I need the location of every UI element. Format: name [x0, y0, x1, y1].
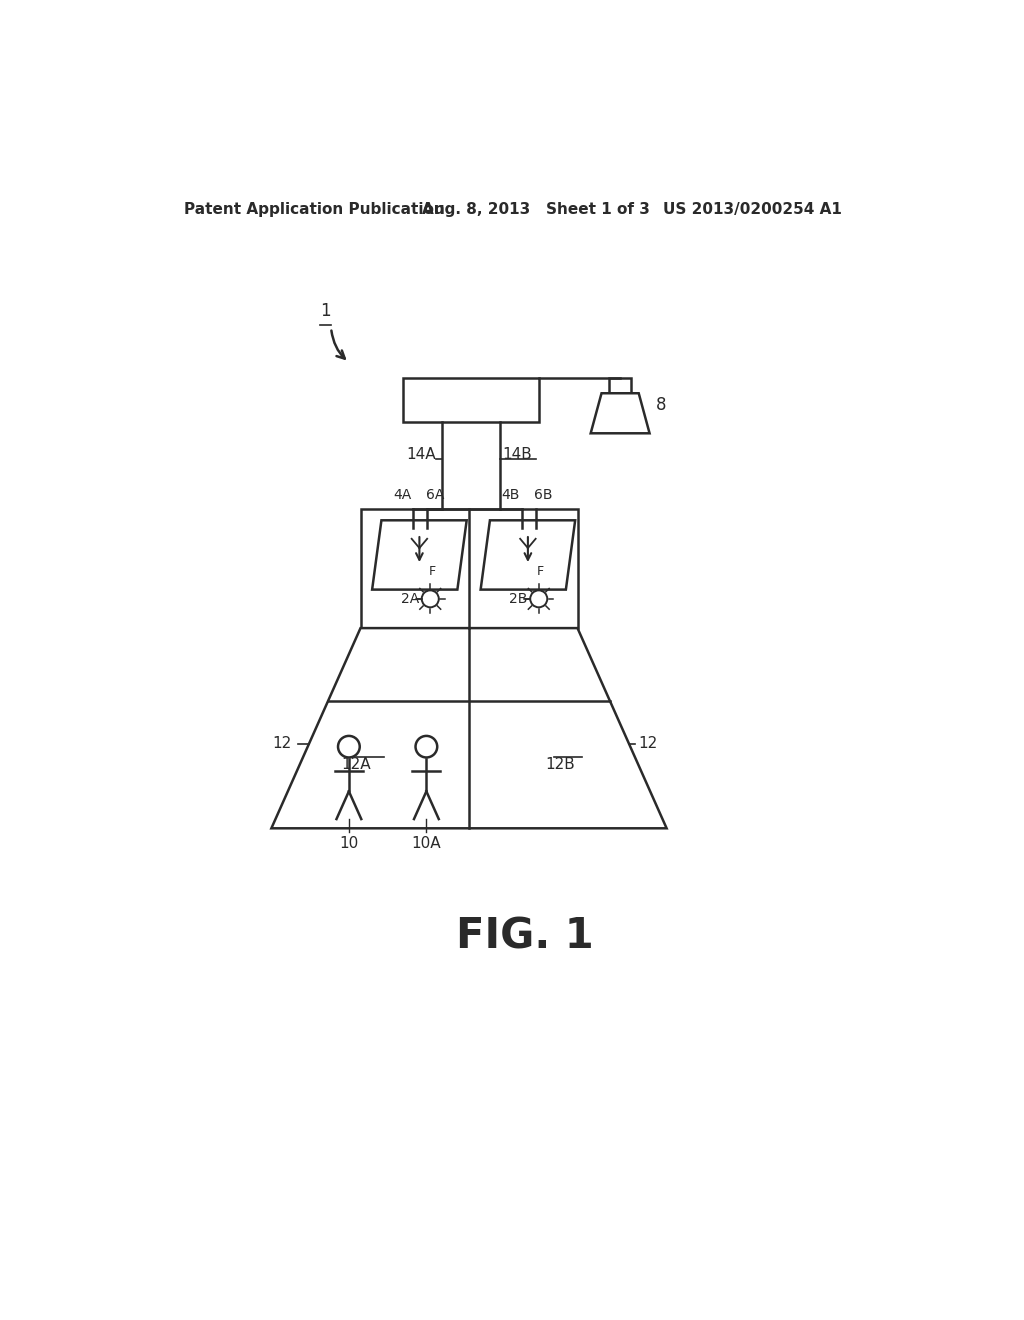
Text: FIG. 1: FIG. 1	[456, 915, 594, 957]
Text: 12: 12	[638, 737, 657, 751]
Text: 8: 8	[655, 396, 667, 413]
Bar	[360, 508, 578, 628]
Text: 12A: 12A	[341, 758, 371, 772]
Text: 4B: 4B	[502, 488, 520, 502]
Polygon shape	[372, 520, 467, 590]
Text: 10: 10	[339, 836, 358, 851]
Text: 2A: 2A	[400, 591, 419, 606]
Text: Patent Application Publication: Patent Application Publication	[183, 202, 444, 218]
Bar	[403, 378, 539, 422]
Text: 4A: 4A	[393, 488, 412, 502]
Text: 1: 1	[321, 302, 331, 321]
Polygon shape	[591, 393, 649, 433]
Text: F: F	[538, 565, 545, 578]
Bar	[609, 378, 631, 393]
Text: US 2013/0200254 A1: US 2013/0200254 A1	[663, 202, 842, 218]
Text: 12B: 12B	[545, 758, 574, 772]
Text: 14B: 14B	[503, 447, 532, 462]
Text: Aug. 8, 2013   Sheet 1 of 3: Aug. 8, 2013 Sheet 1 of 3	[423, 202, 650, 218]
Text: F: F	[429, 565, 436, 578]
Text: 6B: 6B	[535, 488, 553, 502]
Polygon shape	[480, 520, 575, 590]
Text: 12: 12	[272, 737, 291, 751]
Text: 2B: 2B	[509, 591, 527, 606]
Text: 14A: 14A	[407, 447, 436, 462]
Polygon shape	[271, 628, 667, 829]
Text: 6A: 6A	[426, 488, 444, 502]
Text: 10A: 10A	[412, 836, 441, 851]
